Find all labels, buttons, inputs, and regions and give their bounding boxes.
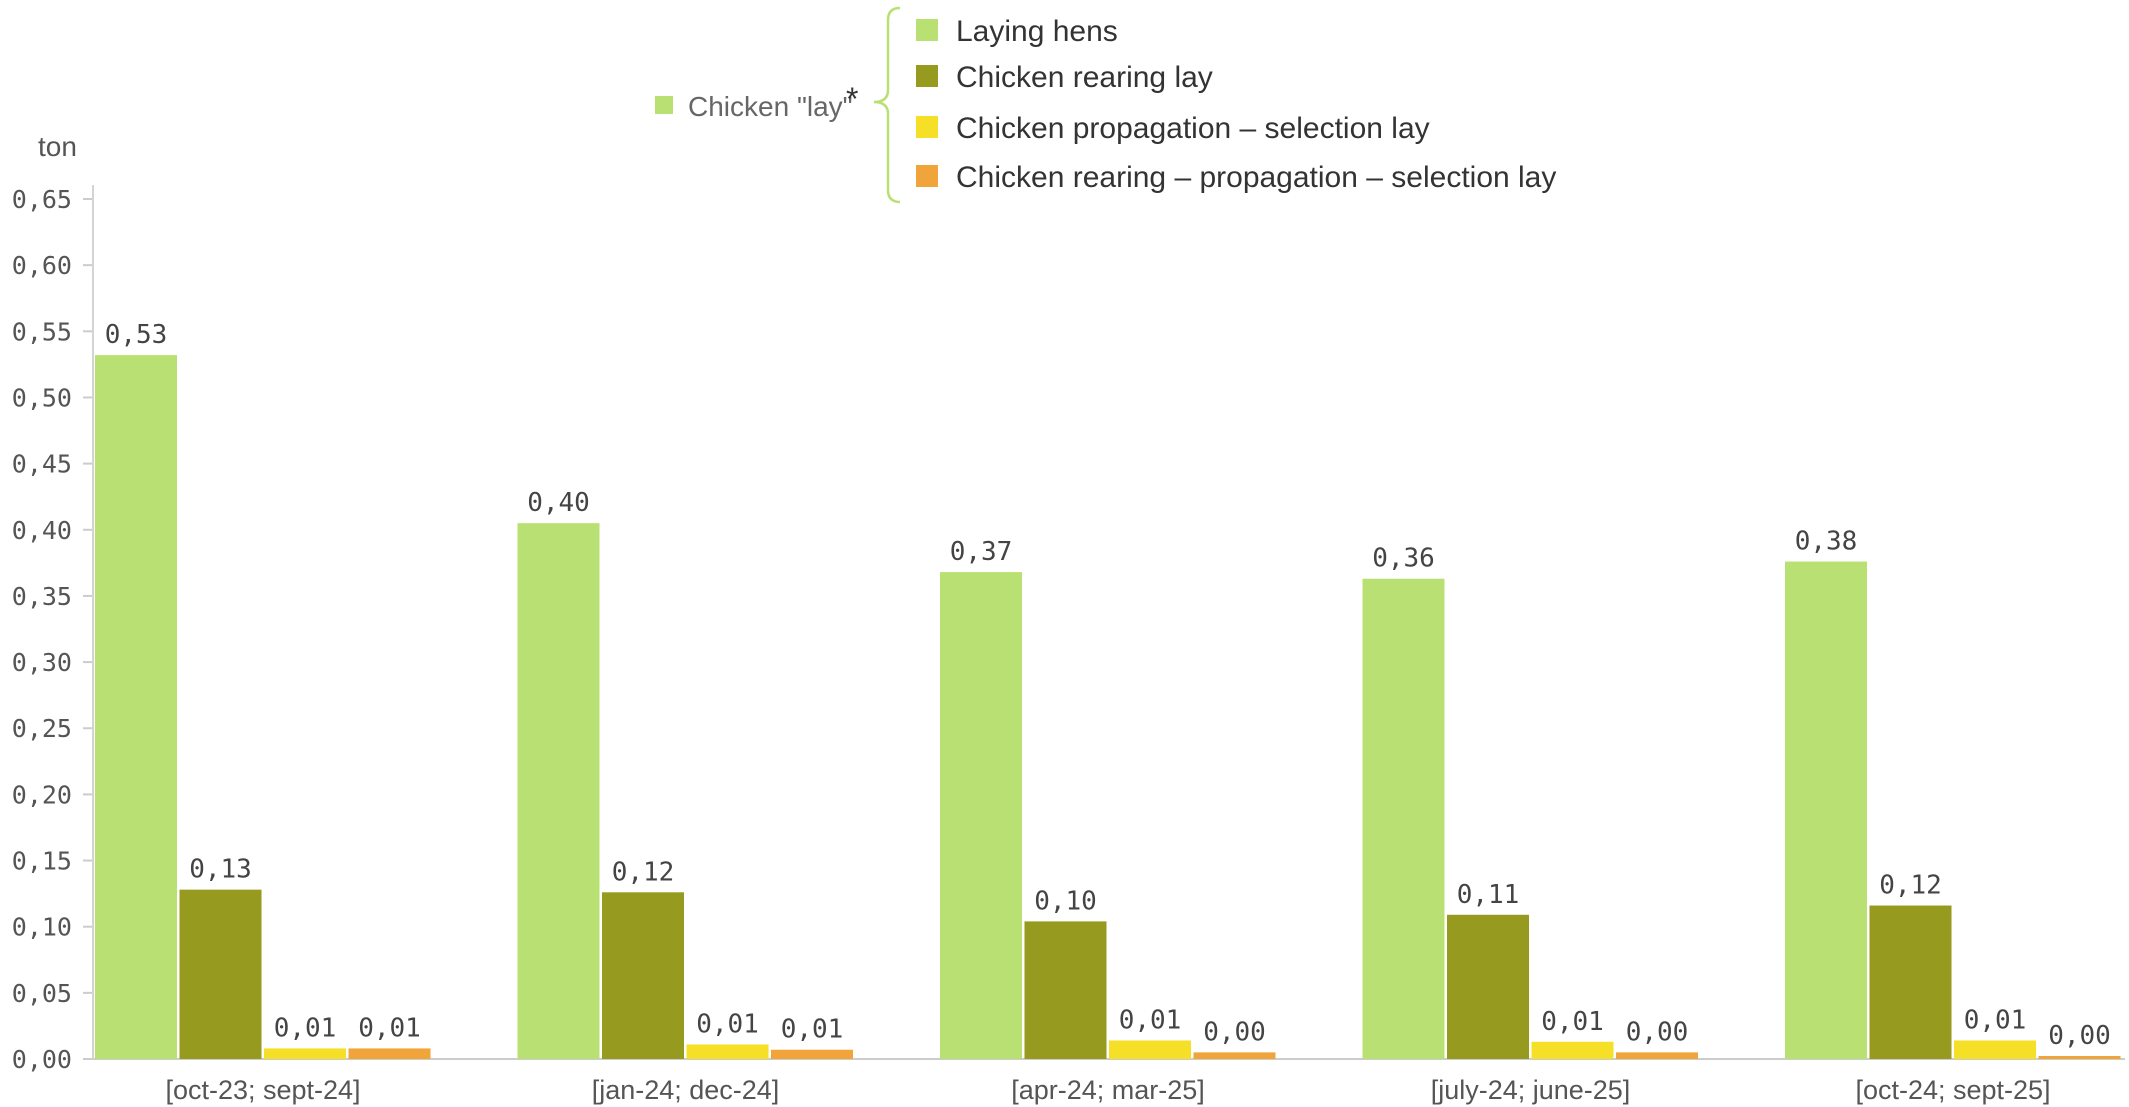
data-label: 0,11 [1457,880,1520,910]
bar [264,1048,346,1059]
bar [179,889,262,1059]
category-label: [apr-24; mar-25] [1011,1075,1205,1105]
legend-group-asterisk: * [846,81,858,117]
y-tick-label: 0,40 [12,516,72,545]
data-label: 0,36 [1372,544,1435,574]
data-label: 0,00 [1626,1017,1689,1047]
y-tick-label: 0,25 [12,714,72,743]
data-label: 0,01 [781,1015,844,1045]
bar [1616,1052,1698,1059]
legend-series-label: Chicken rearing lay [956,61,1213,94]
bar [1954,1040,2036,1059]
data-label: 0,10 [1034,886,1097,916]
bar [1869,905,1952,1059]
y-tick-label: 0,45 [12,450,72,479]
legend-swatch [916,165,938,187]
y-tick-label: 0,05 [12,979,72,1008]
legend: Chicken "lay" * Laying hens Chicken reari… [655,6,1556,204]
data-label: 0,01 [1964,1005,2027,1035]
bar [602,892,684,1059]
data-label: 0,38 [1795,527,1858,557]
y-tick-label: 0,55 [12,317,72,346]
category-label: [july-24; june-25] [1431,1075,1631,1105]
bar [1785,561,1867,1059]
data-label: 0,01 [1541,1007,1604,1037]
legend-swatch [916,116,938,138]
bar [1024,921,1107,1059]
category-label: [oct-24; sept-25] [1855,1075,2050,1105]
bar [1362,578,1445,1059]
y-axis-unit-label: ton [38,131,77,162]
data-label: 0,53 [105,320,168,350]
y-tick-label: 0,35 [12,582,72,611]
bar [1193,1052,1276,1059]
legend-series-label: Laying hens [956,15,1118,48]
category-label: [oct-23; sept-24] [165,1075,360,1105]
bar [1447,914,1529,1059]
data-label: 0,13 [189,855,252,885]
data-label: 0,40 [527,488,590,518]
bar [1109,1040,1191,1059]
bar [686,1044,769,1059]
category-label: [jan-24; dec-24] [592,1075,780,1105]
legend-swatch [916,65,938,87]
y-tick-label: 0,30 [12,648,72,677]
legend-group-swatch [655,96,673,114]
bar [940,572,1022,1059]
y-tick-label: 0,00 [12,1045,72,1074]
bar [2038,1056,2121,1059]
data-label: 0,00 [2048,1021,2111,1051]
legend-swatch [916,19,938,41]
legend-group-label: Chicken "lay" [688,91,853,122]
data-label: 0,01 [274,1013,337,1043]
bar [95,355,177,1060]
y-tick-label: 0,50 [12,383,72,412]
data-label: 0,37 [950,537,1013,567]
bar [517,523,600,1059]
legend-series-label: Chicken propagation – selection lay [956,112,1430,145]
data-label: 0,00 [1203,1017,1266,1047]
data-label: 0,01 [358,1013,421,1043]
data-label: 0,12 [1879,871,1942,901]
y-tick-label: 0,15 [12,847,72,876]
y-tick-label: 0,60 [12,251,72,280]
data-label: 0,01 [696,1009,759,1039]
legend-brace [873,6,901,204]
data-label: 0,12 [612,857,675,887]
legend-series-label: Chicken rearing – propagation – selectio… [956,161,1556,194]
bar [348,1048,431,1059]
y-tick-label: 0,10 [12,913,72,942]
bar [771,1049,853,1059]
y-tick-label: 0,65 [12,185,72,214]
bar [1531,1041,1614,1059]
data-label: 0,01 [1119,1005,1182,1035]
y-tick-label: 0,20 [12,780,72,809]
